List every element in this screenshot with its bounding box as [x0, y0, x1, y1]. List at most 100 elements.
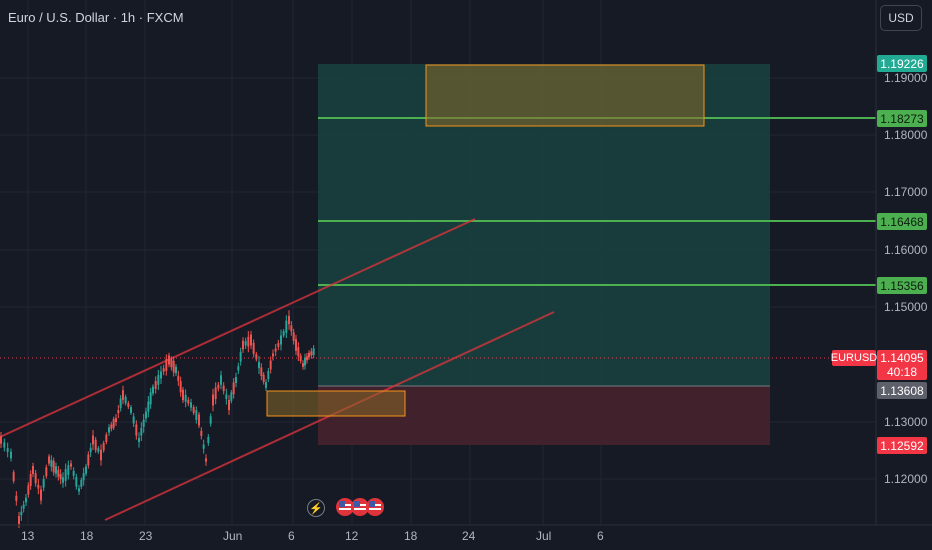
- current-price-tag[interactable]: 1.14095 40:18: [877, 350, 927, 380]
- candle-body: [308, 352, 310, 358]
- candle-body: [239, 351, 242, 362]
- candle-body: [32, 466, 34, 474]
- candle-body: [165, 359, 168, 371]
- candle-body: [92, 435, 94, 445]
- candle-body: [112, 419, 115, 428]
- candle-body: [18, 515, 20, 525]
- candle-body: [22, 504, 25, 509]
- target-top-price-tag[interactable]: 1.19226: [877, 55, 927, 72]
- time-tick: 13: [21, 529, 35, 543]
- candle-body: [277, 343, 280, 347]
- candle-body: [297, 347, 300, 357]
- candle-body: [250, 334, 252, 346]
- target-box[interactable]: [425, 64, 705, 127]
- target-3-price-tag[interactable]: 1.15356: [877, 277, 927, 294]
- lightning-icon[interactable]: ⚡: [307, 499, 325, 517]
- candle-body: [175, 366, 177, 374]
- candle-body: [124, 396, 127, 404]
- candle-body: [252, 342, 255, 354]
- candle-body: [70, 463, 72, 467]
- candle-body: [40, 489, 42, 501]
- time-tick: 18: [404, 529, 418, 543]
- candle-body: [62, 477, 64, 483]
- candle-body: [160, 371, 162, 379]
- candle-body: [34, 473, 37, 484]
- candle-body: [195, 410, 198, 420]
- channel-upper-line[interactable]: [0, 218, 476, 438]
- candle-body: [306, 356, 308, 361]
- demand-box[interactable]: [266, 390, 406, 417]
- time-tick: Jul: [536, 529, 552, 543]
- us-flag-icon[interactable]: [336, 498, 354, 516]
- candle-body: [209, 416, 212, 424]
- candle-body: [184, 394, 187, 402]
- us-flag-icon[interactable]: [366, 498, 384, 516]
- us-flag-icon[interactable]: [351, 498, 369, 516]
- candle-body: [198, 414, 200, 426]
- candle-body: [157, 375, 160, 385]
- candle-body: [117, 410, 120, 414]
- candle-body: [105, 434, 108, 443]
- candle-body: [48, 456, 50, 464]
- candle-body: [149, 392, 152, 405]
- candle-body: [190, 402, 192, 408]
- candle-body: [25, 497, 27, 503]
- entry-price-tag[interactable]: 1.13608: [877, 382, 927, 399]
- candle-body: [292, 332, 295, 342]
- candle-body: [242, 340, 244, 350]
- target-1-price-tag[interactable]: 1.18273: [877, 110, 927, 127]
- candle-body: [55, 466, 57, 474]
- price-tick: 1.19000: [884, 71, 928, 85]
- candle-body: [64, 469, 67, 481]
- candle-body: [272, 353, 274, 357]
- candlestick-series: [0, 310, 315, 528]
- candle-body: [145, 411, 147, 419]
- candle-body: [110, 424, 113, 429]
- current-price-value: 1.14095: [880, 351, 924, 365]
- candle-body: [85, 466, 87, 474]
- price-tick: 1.18000: [884, 128, 928, 142]
- candle-body: [50, 459, 53, 467]
- candle-body: [235, 376, 237, 384]
- symbol-title[interactable]: Euro / U.S. Dollar · 1h · FXCM: [8, 10, 184, 25]
- stop-price-tag[interactable]: 1.12592: [877, 437, 927, 454]
- candle-body: [304, 357, 306, 366]
- candle-body: [119, 398, 122, 409]
- price-tick: 1.15000: [884, 300, 928, 314]
- candle-body: [214, 387, 217, 400]
- candle-body: [130, 407, 132, 413]
- candle-body: [168, 355, 170, 365]
- candle-body: [274, 348, 277, 352]
- candle-body: [187, 399, 190, 404]
- price-tick: 1.16000: [884, 243, 928, 257]
- candle-body: [177, 375, 180, 381]
- candle-body: [75, 476, 78, 487]
- candle-body: [237, 366, 240, 371]
- candle-body: [57, 469, 60, 477]
- candle-body: [108, 427, 110, 433]
- currency-button[interactable]: USD: [880, 5, 922, 31]
- candle-body: [0, 436, 2, 444]
- candle-body: [94, 439, 97, 451]
- candle-body: [244, 341, 247, 346]
- candle-body: [282, 331, 285, 336]
- candle-body: [3, 442, 6, 448]
- candle-body: [205, 458, 207, 462]
- candle-body: [100, 449, 102, 461]
- candle-body: [37, 484, 40, 489]
- candle-body: [247, 336, 250, 347]
- candle-body: [122, 390, 124, 400]
- candle-body: [312, 348, 315, 356]
- price-tick: 1.17000: [884, 185, 928, 199]
- candle-body: [59, 474, 62, 480]
- candle-body: [232, 382, 235, 395]
- candle-body: [115, 418, 117, 422]
- time-tick: Jun: [223, 529, 243, 543]
- target-2-price-tag[interactable]: 1.16468: [877, 213, 927, 230]
- candle-body: [220, 375, 222, 385]
- candle-body: [97, 448, 100, 452]
- candle-body: [217, 384, 220, 389]
- candle-body: [255, 354, 258, 360]
